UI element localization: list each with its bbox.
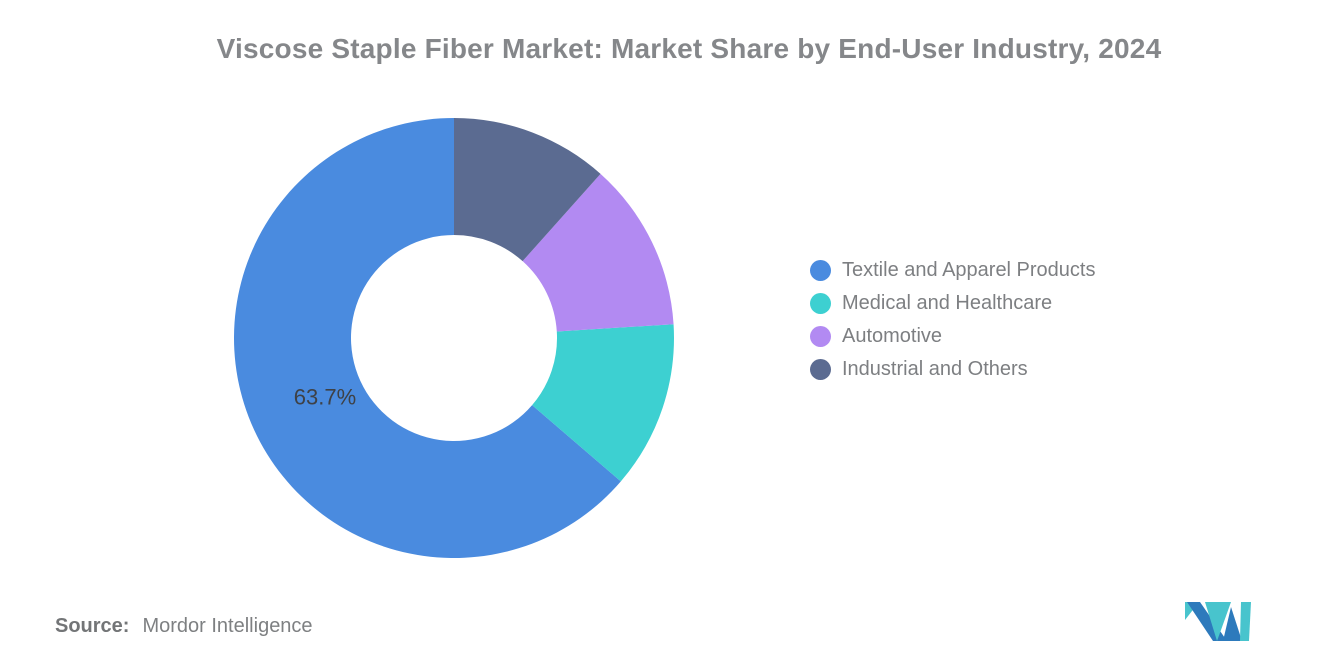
legend-label-medical: Medical and Healthcare xyxy=(842,292,1053,314)
legend-item-textile[interactable]: Textile and Apparel Products xyxy=(810,254,1096,287)
swatch-circle xyxy=(810,326,831,347)
source-value: Mordor Intelligence xyxy=(142,615,313,637)
mordor-intelligence-logo xyxy=(1185,602,1251,641)
logo-shape xyxy=(1205,602,1231,641)
legend-label-textile: Textile and Apparel Products xyxy=(842,259,1096,281)
legend-item-industrial[interactable]: Industrial and Others xyxy=(810,353,1096,386)
logo-shape xyxy=(1240,602,1251,641)
legend-swatch-industrial xyxy=(810,359,831,380)
swatch-circle xyxy=(810,293,831,314)
source-note: Source: Mordor Intelligence xyxy=(55,615,313,638)
swatch-circle xyxy=(810,260,831,281)
donut-chart: 63.7% xyxy=(233,118,675,558)
chart-legend: Textile and Apparel Products Medical and… xyxy=(810,254,1096,386)
swatch-circle xyxy=(810,359,831,380)
slice-data-label: 63.7% xyxy=(294,385,356,410)
legend-swatch-textile xyxy=(810,260,831,281)
pie-slice-medical-and-healthcare[interactable] xyxy=(532,324,675,482)
legend-item-automotive[interactable]: Automotive xyxy=(810,320,1096,353)
chart-title: Viscose Staple Fiber Market: Market Shar… xyxy=(216,33,1162,64)
legend-item-medical[interactable]: Medical and Healthcare xyxy=(810,287,1096,320)
legend-label-automotive: Automotive xyxy=(842,325,943,347)
legend-label-industrial: Industrial and Others xyxy=(842,358,1028,380)
legend-swatch-medical xyxy=(810,293,831,314)
logo-shape xyxy=(1223,607,1242,641)
pie-slice-automotive[interactable] xyxy=(522,173,674,332)
legend-swatch-automotive xyxy=(810,326,831,347)
pie-slice-industrial-and-others[interactable] xyxy=(454,118,601,262)
source-label: Source: xyxy=(55,615,130,637)
pie-slice-textile-and-apparel-products[interactable] xyxy=(233,118,621,558)
